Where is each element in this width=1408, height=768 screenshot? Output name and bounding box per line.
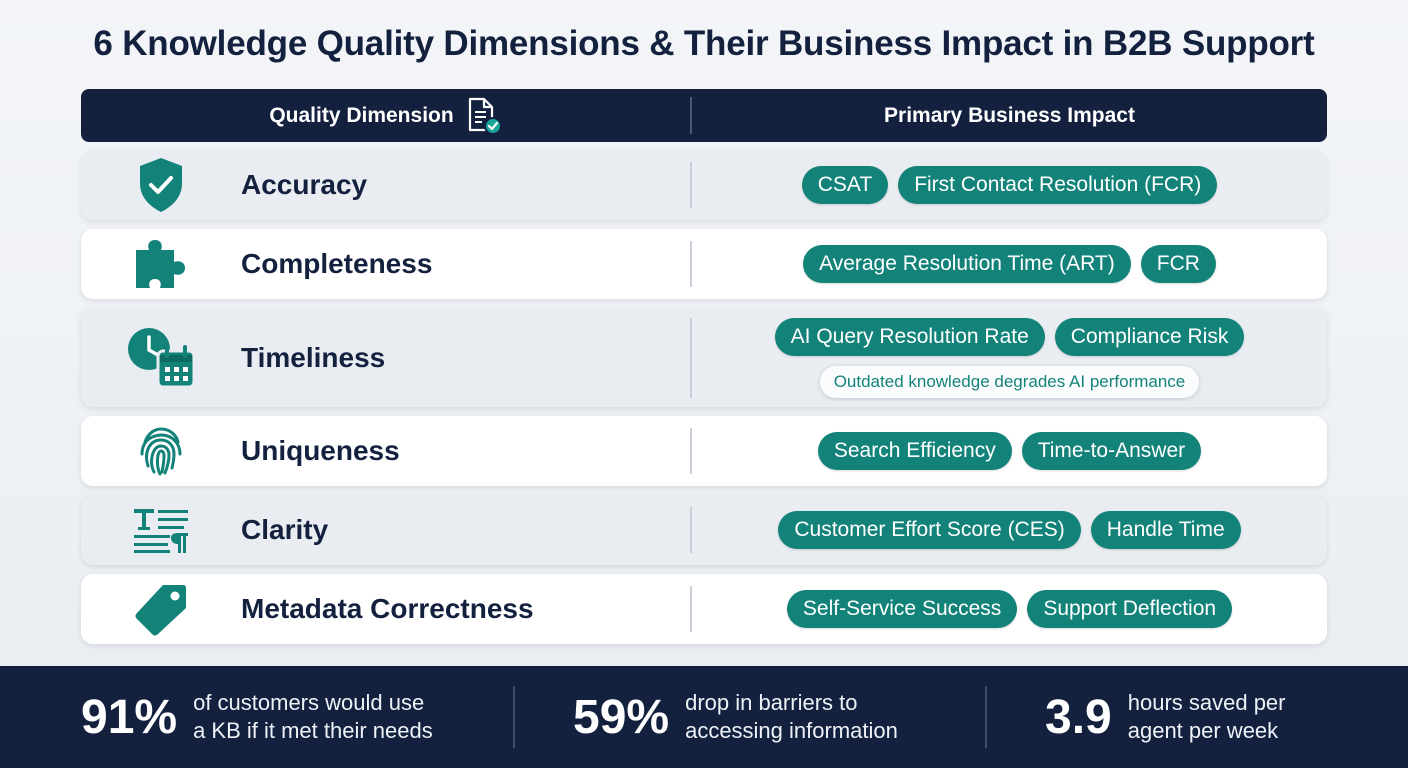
header-divider	[690, 97, 692, 134]
stat-text-line: of customers would use	[193, 690, 425, 715]
impact-cell: Customer Effort Score (CES) Handle Time	[692, 511, 1327, 549]
dimension-label: Completeness	[241, 248, 433, 279]
impact-pill: Support Deflection	[1027, 590, 1233, 628]
impact-note: Outdated knowledge degrades AI performan…	[819, 365, 1200, 398]
dimension-label: Uniqueness	[241, 435, 400, 466]
stat-barriers-drop: 59% drop in barriers to accessing inform…	[573, 689, 985, 745]
dimension-label: Accuracy	[241, 169, 368, 200]
row-accuracy: Accuracy CSAT First Contact Resolution (…	[81, 150, 1327, 220]
clock-calendar-icon	[128, 327, 196, 388]
row-metadata-correctness: Metadata Correctness Self-Service Succes…	[81, 574, 1327, 644]
row-divider	[690, 241, 692, 287]
stat-number: 3.9	[1045, 690, 1112, 744]
row-clarity: Clarity Customer Effort Score (CES) Hand…	[81, 495, 1327, 565]
fingerprint-icon	[140, 427, 182, 476]
footer-divider	[985, 686, 987, 748]
row-uniqueness: Uniqueness Search Efficiency Time-to-Ans…	[81, 416, 1327, 486]
row-divider	[690, 317, 692, 398]
impact-pill: Average Resolution Time (ART)	[803, 245, 1131, 283]
impact-cell: AI Query Resolution Rate Compliance Risk…	[692, 317, 1327, 398]
impact-pill: AI Query Resolution Rate	[774, 317, 1045, 356]
impact-pill: Self-Service Success	[786, 590, 1018, 628]
document-check-icon	[468, 97, 502, 135]
impact-cell: Self-Service Success Support Deflection	[692, 590, 1327, 628]
row-divider	[690, 162, 692, 208]
impact-pill: FCR	[1140, 245, 1216, 283]
header-primary-business-impact: Primary Business Impact	[884, 103, 1135, 127]
text-format-icon	[134, 509, 188, 553]
page-title: 6 Knowledge Quality Dimensions & Their B…	[93, 24, 1315, 63]
header-left-label: Quality Dimension	[269, 103, 454, 127]
dimension-label: Timeliness	[241, 341, 386, 373]
stat-text-line: a KB if it met their needs	[193, 718, 433, 743]
tag-icon	[135, 585, 186, 636]
stat-hours-saved: 3.9 hours saved per agent per week	[1045, 689, 1286, 745]
row-timeliness: Timeliness AI Query Resolution Rate Comp…	[81, 308, 1327, 407]
stat-text-line: agent per week	[1127, 718, 1279, 743]
impact-pill: Handle Time	[1090, 511, 1241, 549]
impact-cell: CSAT First Contact Resolution (FCR)	[692, 166, 1327, 204]
footer-divider	[513, 686, 515, 748]
puzzle-piece-icon	[136, 240, 185, 288]
impact-cell: Search Efficiency Time-to-Answer	[692, 432, 1327, 470]
stat-customers-kb: 91% of customers would use a KB if it me…	[81, 689, 513, 745]
dimension-label: Metadata Correctness	[241, 593, 534, 624]
impact-pill: Time-to-Answer	[1021, 432, 1202, 470]
row-divider	[690, 586, 692, 632]
stats-footer: 91% of customers would use a KB if it me…	[0, 666, 1408, 768]
impact-pill: First Contact Resolution (FCR)	[898, 166, 1218, 204]
shield-check-icon	[140, 158, 182, 212]
header-quality-dimension: Quality Dimension	[81, 97, 690, 135]
impact-cell: Average Resolution Time (ART) FCR	[692, 245, 1327, 283]
row-divider	[690, 428, 692, 474]
dimension-label: Clarity	[241, 514, 329, 545]
impact-pill: Search Efficiency	[817, 432, 1012, 470]
stat-text-line: accessing information	[685, 718, 898, 743]
stat-text-line: hours saved per	[1127, 690, 1286, 715]
impact-pill: CSAT	[801, 166, 889, 204]
impact-pill: Customer Effort Score (CES)	[778, 511, 1081, 549]
impact-pill: Compliance Risk	[1054, 317, 1245, 356]
row-completeness: Completeness Average Resolution Time (AR…	[81, 229, 1327, 299]
stat-number: 91%	[81, 690, 178, 744]
row-divider	[690, 507, 692, 553]
stat-number: 59%	[573, 690, 670, 744]
stat-text-line: drop in barriers to	[685, 690, 858, 715]
table-header: Quality Dimension Primary Business Impac…	[81, 89, 1327, 142]
